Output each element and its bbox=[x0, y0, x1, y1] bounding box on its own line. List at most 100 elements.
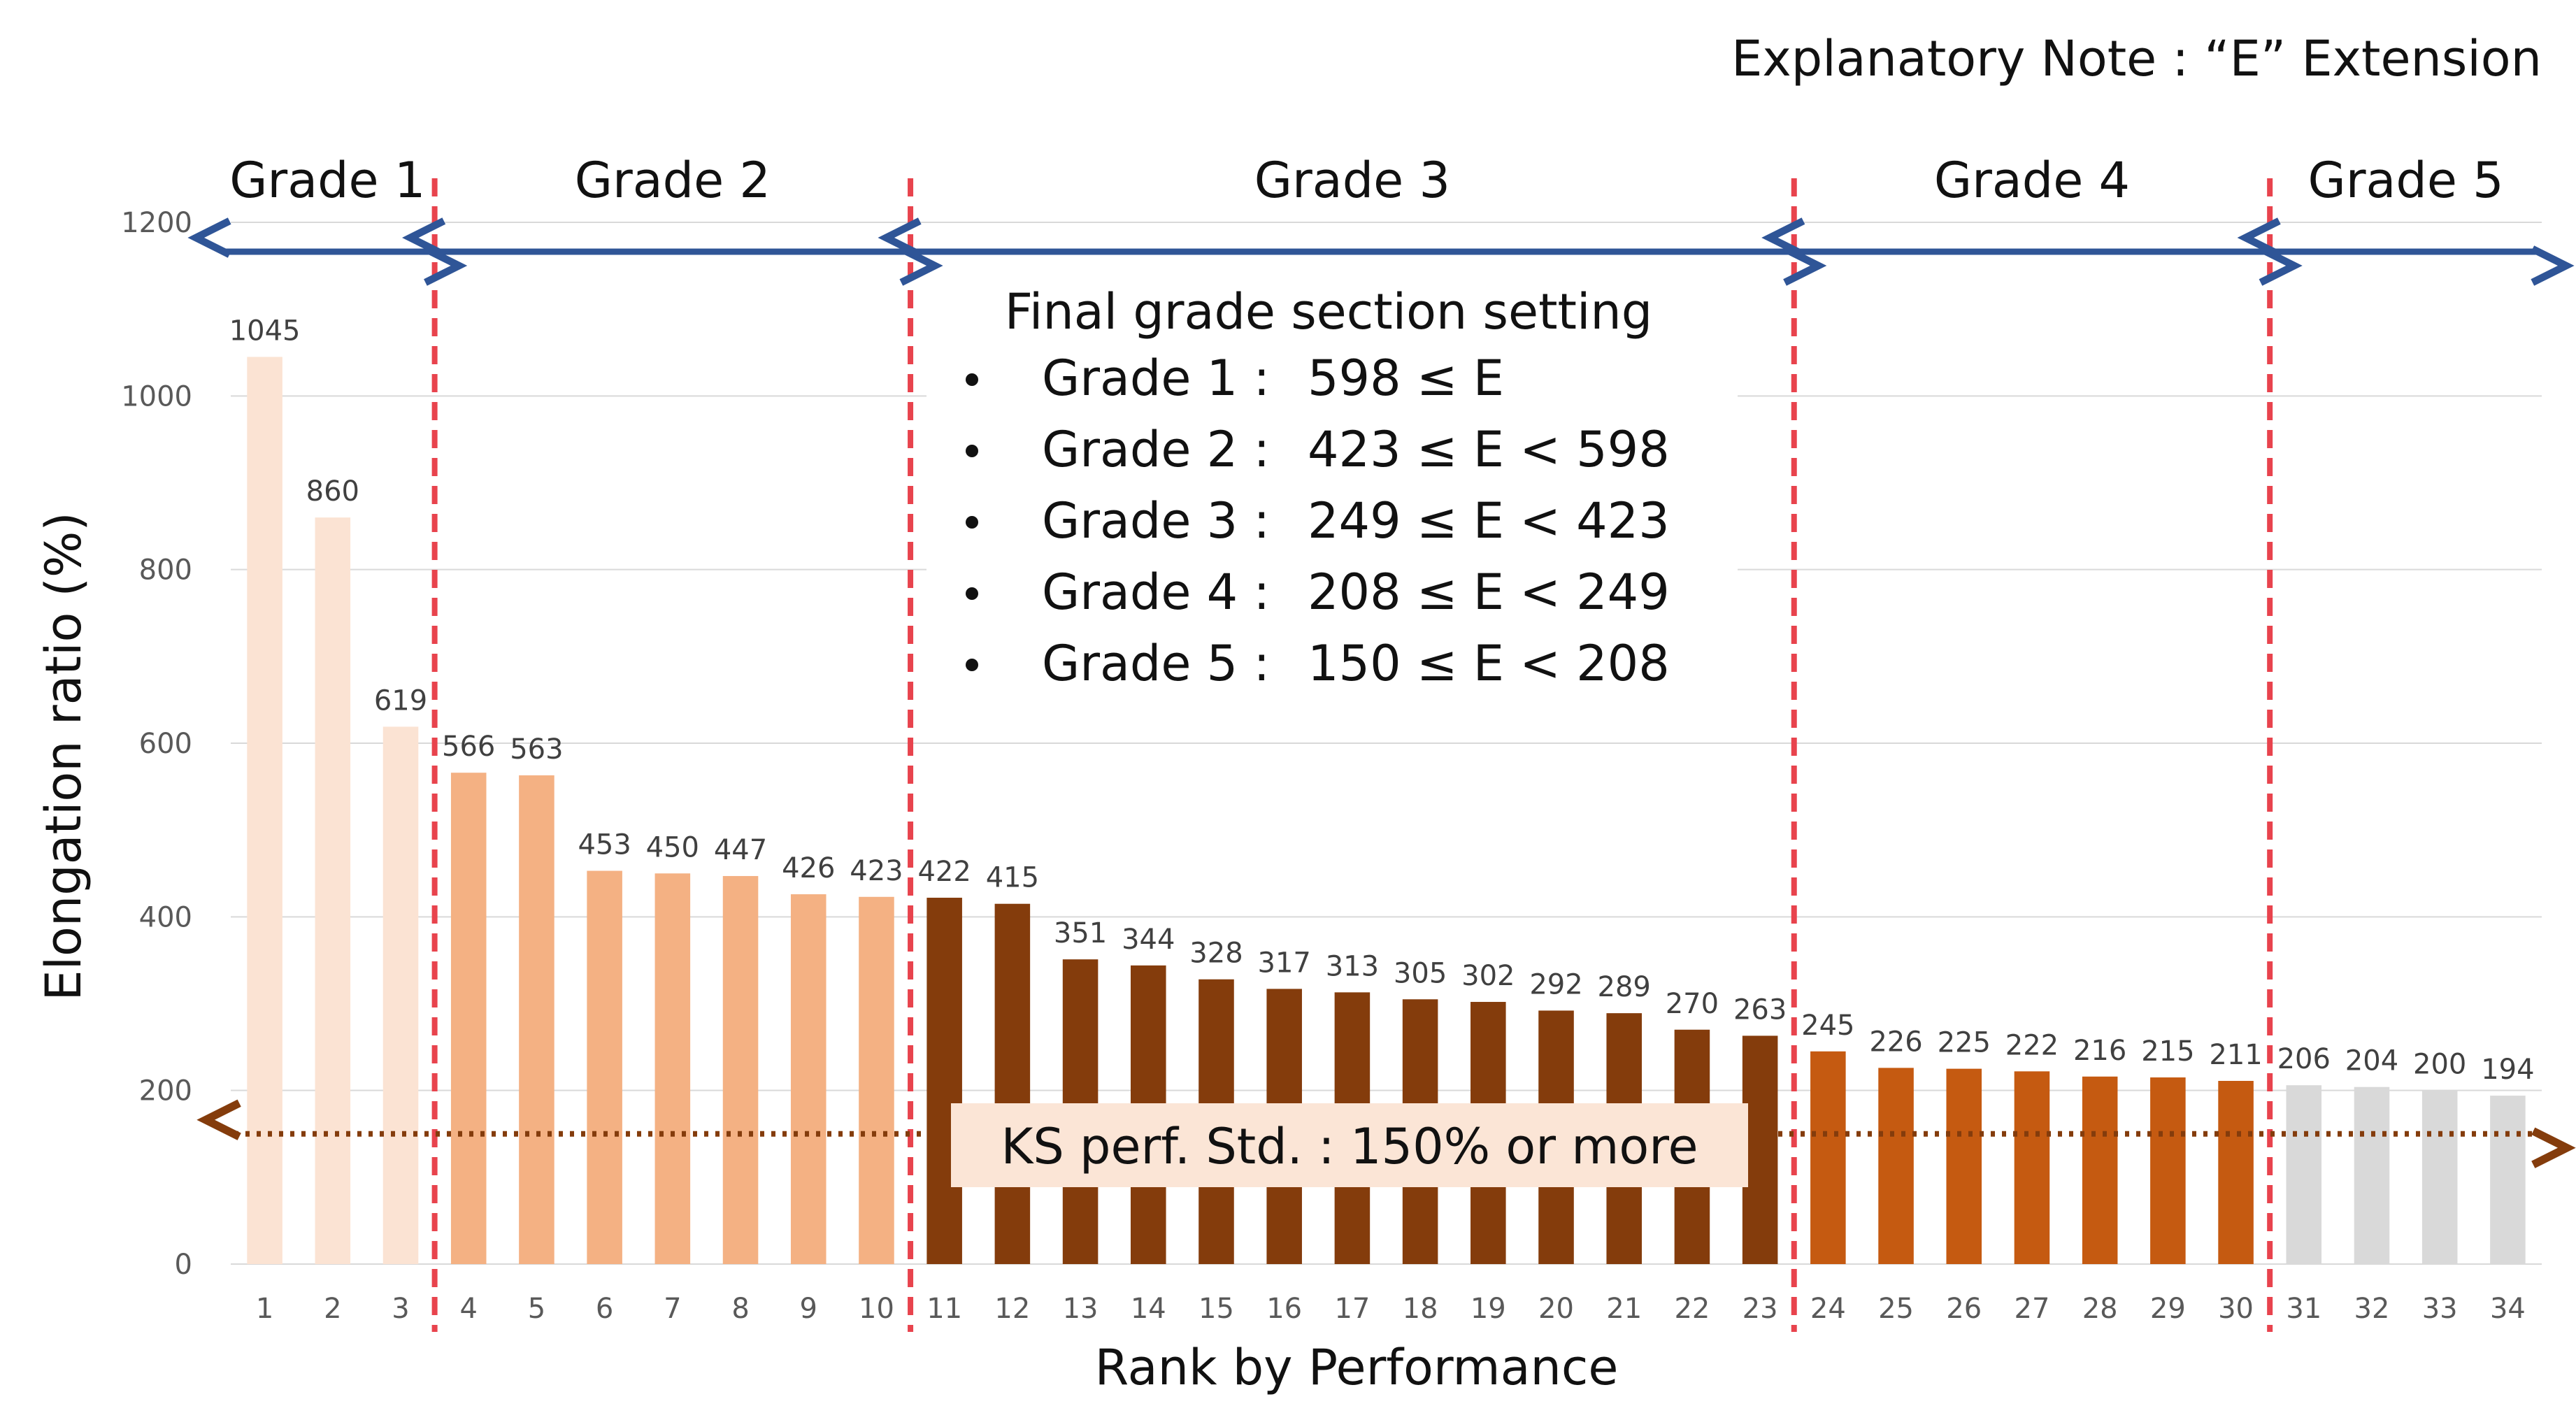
data-label: 194 bbox=[2481, 1054, 2534, 1086]
settings-title: Final grade section setting bbox=[1005, 283, 1652, 340]
x-tick-label: 16 bbox=[1266, 1293, 1302, 1325]
settings-grade: Grade 4 : bbox=[1042, 564, 1270, 621]
ks-standard-label: KS perf. Std. : 150% or more bbox=[1001, 1118, 1698, 1175]
settings-range: 249 ≤ E < 423 bbox=[1308, 492, 1670, 550]
y-tick-label: 600 bbox=[139, 728, 192, 760]
settings-range: 208 ≤ E < 249 bbox=[1308, 564, 1670, 621]
data-label: 317 bbox=[1258, 947, 1311, 979]
x-tick-label: 32 bbox=[2354, 1293, 2390, 1325]
x-tick-label: 25 bbox=[1878, 1293, 1914, 1325]
settings-grade: Grade 2 : bbox=[1042, 421, 1270, 478]
x-tick-label: 18 bbox=[1403, 1293, 1438, 1325]
data-label: 216 bbox=[2073, 1035, 2126, 1067]
grade-label: Grade 2 bbox=[575, 152, 771, 209]
data-label: 302 bbox=[1461, 960, 1515, 992]
bar bbox=[2354, 1086, 2390, 1264]
x-tick-label: 29 bbox=[2150, 1293, 2186, 1325]
data-label: 619 bbox=[374, 684, 427, 717]
settings-grade: Grade 1 : bbox=[1042, 350, 1270, 407]
x-tick-label: 6 bbox=[596, 1293, 613, 1325]
bar bbox=[2150, 1077, 2186, 1264]
bar bbox=[2218, 1081, 2254, 1264]
data-label: 860 bbox=[306, 475, 359, 508]
data-label: 563 bbox=[510, 733, 563, 766]
data-label: 270 bbox=[1666, 988, 1719, 1020]
ks-standard-box bbox=[951, 1103, 1748, 1187]
x-tick-label: 24 bbox=[1810, 1293, 1846, 1325]
x-tick-label: 14 bbox=[1131, 1293, 1166, 1325]
bar bbox=[654, 873, 691, 1264]
data-label: 450 bbox=[646, 831, 699, 863]
data-label: 215 bbox=[2141, 1035, 2194, 1068]
data-label: 344 bbox=[1122, 924, 1175, 956]
x-tick-label: 34 bbox=[2490, 1293, 2526, 1325]
data-label: 211 bbox=[2209, 1039, 2262, 1071]
data-label: 423 bbox=[850, 855, 903, 887]
x-tick-label: 11 bbox=[926, 1293, 962, 1325]
data-label: 263 bbox=[1733, 993, 1787, 1026]
bar bbox=[994, 903, 1031, 1264]
data-label: 415 bbox=[986, 862, 1039, 894]
bar bbox=[722, 875, 759, 1264]
data-label: 447 bbox=[714, 834, 767, 866]
data-label: 566 bbox=[442, 731, 495, 763]
x-tick-label: 19 bbox=[1471, 1293, 1506, 1325]
x-tick-label: 21 bbox=[1606, 1293, 1642, 1325]
x-tick-label: 15 bbox=[1198, 1293, 1234, 1325]
bar bbox=[450, 773, 487, 1264]
x-tick-label: 20 bbox=[1538, 1293, 1574, 1325]
data-label: 245 bbox=[1801, 1010, 1854, 1042]
grade-label: Grade 4 bbox=[1934, 152, 2130, 209]
data-label: 225 bbox=[1938, 1027, 1991, 1059]
bar bbox=[2082, 1076, 2118, 1264]
grade-label: Grade 3 bbox=[1254, 152, 1450, 209]
x-tick-label: 28 bbox=[2082, 1293, 2118, 1325]
settings-range: 423 ≤ E < 598 bbox=[1308, 421, 1670, 478]
bar bbox=[2286, 1085, 2322, 1264]
x-tick-label: 10 bbox=[859, 1293, 894, 1325]
chart-title: Explanatory Note : “E” Extension bbox=[1731, 30, 2542, 87]
y-tick-label: 0 bbox=[175, 1249, 192, 1281]
bar bbox=[1810, 1051, 1846, 1264]
data-label: 206 bbox=[2277, 1043, 2331, 1075]
data-label: 200 bbox=[2413, 1049, 2466, 1081]
bar bbox=[2421, 1090, 2458, 1264]
x-tick-label: 2 bbox=[324, 1293, 341, 1325]
bar bbox=[1946, 1068, 1982, 1264]
data-label: 426 bbox=[782, 852, 835, 884]
settings-grade: Grade 5 : bbox=[1042, 635, 1270, 692]
data-label: 305 bbox=[1394, 957, 1447, 989]
x-tick-label: 3 bbox=[392, 1293, 409, 1325]
x-tick-label: 13 bbox=[1063, 1293, 1099, 1325]
x-tick-label: 26 bbox=[1946, 1293, 1982, 1325]
y-tick-label: 200 bbox=[139, 1075, 192, 1107]
x-tick-label: 17 bbox=[1334, 1293, 1370, 1325]
y-axis-ticks: 0 200 400 600 800 1000 1200 bbox=[121, 207, 192, 1281]
y-tick-label: 1200 bbox=[121, 207, 192, 239]
grade-settings: Final grade section setting Grade 1 : 598… bbox=[926, 276, 1738, 706]
x-tick-label: 30 bbox=[2218, 1293, 2254, 1325]
grade-labels: Grade 1 Grade 2 Grade 3 Grade 4 Grade 5 bbox=[229, 152, 2503, 209]
bar bbox=[382, 726, 419, 1264]
x-tick-label: 12 bbox=[994, 1293, 1030, 1325]
settings-range: 150 ≤ E < 208 bbox=[1308, 635, 1670, 692]
settings-bullet bbox=[966, 373, 978, 386]
settings-bullet bbox=[966, 516, 978, 529]
data-label: 328 bbox=[1189, 938, 1243, 970]
bar bbox=[2490, 1096, 2526, 1264]
grade-label: Grade 5 bbox=[2307, 152, 2503, 209]
bar bbox=[1878, 1068, 1914, 1264]
x-tick-label: 8 bbox=[731, 1293, 749, 1325]
bar bbox=[926, 898, 962, 1264]
data-label: 422 bbox=[917, 856, 971, 888]
data-label: 226 bbox=[1869, 1026, 1922, 1058]
settings-bullet bbox=[966, 587, 978, 600]
settings-bullet bbox=[966, 445, 978, 457]
x-tick-label: 27 bbox=[2015, 1293, 2050, 1325]
y-axis-label: Elongation ratio (%) bbox=[35, 512, 92, 1000]
x-axis-label: Rank by Performance bbox=[1095, 1339, 1619, 1396]
bar bbox=[315, 517, 351, 1264]
bar bbox=[859, 896, 894, 1264]
bar bbox=[519, 775, 554, 1264]
